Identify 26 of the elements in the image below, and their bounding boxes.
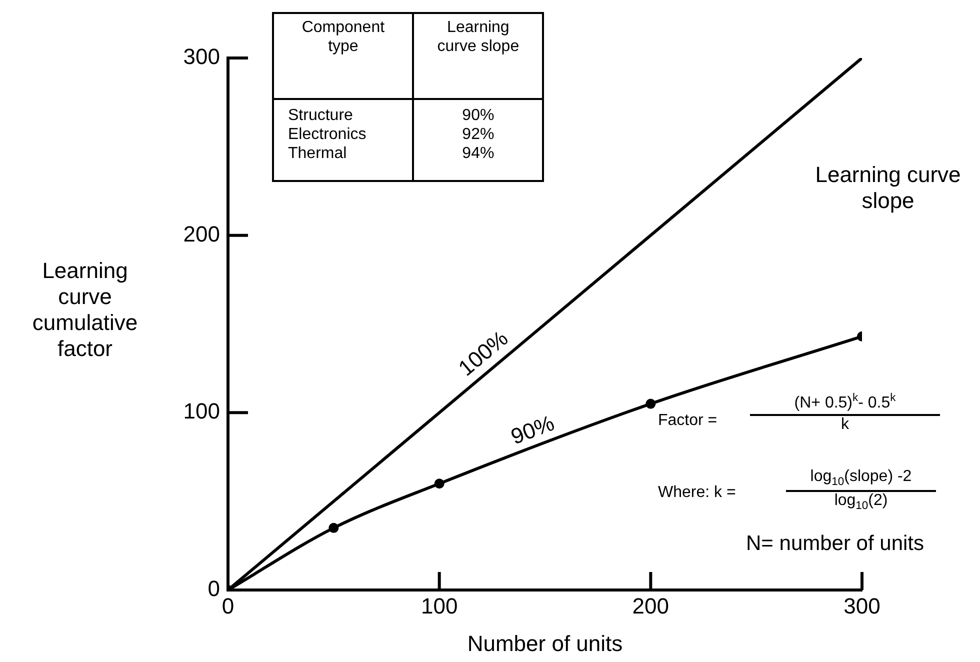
y-tick-label: 200 — [183, 221, 220, 246]
y-tick-label: 100 — [183, 398, 220, 424]
x-tick-label: 200 — [632, 593, 670, 618]
y-tick-label: 300 — [183, 44, 220, 70]
annotation: Structure — [288, 106, 354, 125]
y-axis-title: Learning curve cumulative factor — [32, 258, 138, 362]
annotation: 94% — [461, 144, 496, 163]
annotation: Electronics — [288, 125, 368, 144]
annotation: Where: k = — [658, 484, 736, 502]
annotation: log$_{10}$(slope) -2 — [809, 468, 913, 490]
annotation: 92% — [461, 125, 496, 144]
text: 90% — [507, 410, 558, 450]
annotation: Thermal — [288, 144, 348, 163]
annotation: 90% — [461, 106, 496, 125]
annotation: k — [840, 416, 850, 434]
text: Learning curve slope — [437, 19, 520, 55]
annotation: (N+ 0.5)$^{k}$- 0.5$^{k}$ — [793, 392, 897, 414]
annotation: Learning curve slope — [814, 162, 962, 214]
x-axis-title: Number of units — [467, 630, 623, 656]
x-tick-label: 100 — [420, 593, 458, 618]
x-tick-label: 300 — [844, 593, 880, 618]
annotation: N= number of units — [746, 532, 924, 556]
y-tick-label: 0 — [208, 576, 220, 602]
annotation: log$_{10}$(2) — [833, 492, 889, 512]
annotation: Factor = — [658, 412, 718, 430]
text: Component type — [302, 19, 385, 55]
